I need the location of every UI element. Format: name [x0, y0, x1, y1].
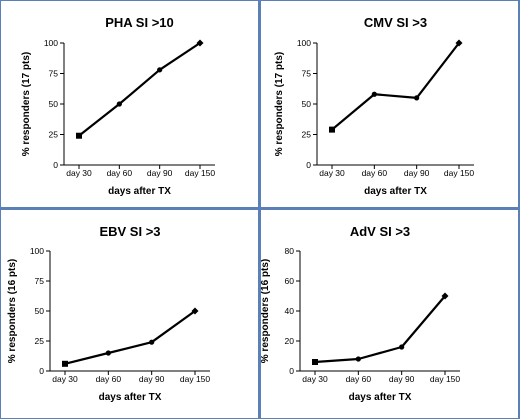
data-point: [329, 126, 335, 133]
data-point: [399, 344, 405, 350]
y-tick-label: 0: [53, 160, 58, 170]
x-tick-label: day 30: [66, 168, 92, 178]
chart-panel-cmv: CMV SI >3 0 25 50 75 100 day 30 day 60 day 90 day…: [261, 1, 518, 207]
x-axis-label: days after TX: [364, 186, 427, 197]
y-axis-label: % responders (16 pts): [7, 259, 18, 363]
x-tick-label: day 90: [389, 374, 415, 384]
y-tick-label: 50: [302, 99, 312, 109]
y-tick-label: 75: [49, 69, 59, 79]
data-point: [116, 101, 122, 107]
chart-svg: PHA SI >10 0 25 50 75 100 day 30 day 60 day 90 da…: [21, 15, 216, 197]
y-tick-label: 75: [302, 69, 312, 79]
y-tick-label: 0: [306, 160, 311, 170]
y-tick-label: 0: [289, 366, 294, 376]
x-tick-label: day 90: [404, 168, 430, 178]
data-point: [191, 307, 199, 315]
chart-title: CMV SI >3: [364, 15, 427, 30]
y-axis-label: % responders (16 pts): [261, 259, 271, 363]
series-line: [314, 295, 446, 364]
y-tick-label: 100: [44, 38, 58, 48]
data-point: [312, 359, 318, 365]
x-tick-label: day 60: [346, 374, 372, 384]
y-tick-label: 25: [302, 130, 312, 140]
data-point: [62, 360, 68, 367]
x-tick-label: day 60: [362, 168, 388, 178]
data-point: [455, 39, 463, 47]
x-tick-label: day 30: [52, 374, 78, 384]
x-tick-label: day 90: [147, 168, 173, 178]
x-tick-label: day 30: [319, 168, 345, 178]
data-point: [196, 39, 204, 47]
data-point: [355, 356, 361, 362]
data-point: [76, 132, 82, 139]
x-tick-label: day 90: [139, 374, 165, 384]
series-line: [64, 310, 196, 365]
data-point: [149, 339, 155, 345]
chart-title: EBV SI >3: [99, 224, 160, 239]
data-point: [157, 67, 163, 73]
data-point: [414, 95, 420, 101]
y-tick-label: 25: [35, 336, 45, 346]
y-axis-label: % responders (17 pts): [21, 52, 32, 156]
chart-title: AdV SI >3: [350, 224, 410, 239]
y-axis-label: % responders (17 pts): [274, 52, 285, 156]
x-tick-label: day 150: [444, 168, 475, 178]
x-tick-label: day 60: [107, 168, 133, 178]
x-tick-label: day 30: [302, 374, 328, 384]
data-point: [371, 91, 377, 97]
data-point: [105, 350, 111, 356]
y-tick-label: 0: [39, 366, 44, 376]
y-tick-label: 50: [49, 99, 59, 109]
series-line: [331, 42, 460, 131]
x-tick-label: day 150: [180, 374, 211, 384]
chart-svg: CMV SI >3 0 25 50 75 100 day 30 day 60 day 90 day…: [274, 15, 475, 197]
y-tick-label: 50: [35, 306, 45, 316]
chart-panel-ebv: EBV SI >3 0 25 50 75 100 day 30 day 60 day 90 day…: [1, 210, 258, 418]
x-tick-label: day 60: [96, 374, 122, 384]
y-tick-label: 75: [35, 276, 45, 286]
y-tick-label: 80: [285, 246, 295, 256]
chart-svg: EBV SI >3 0 25 50 75 100 day 30 day 60 day 90 day…: [7, 224, 211, 403]
data-point: [441, 292, 449, 300]
x-axis-label: days after TX: [99, 392, 162, 403]
series-line: [78, 42, 201, 137]
x-axis-label: days after TX: [349, 392, 412, 403]
y-tick-label: 100: [30, 246, 44, 256]
chart-panel-adv: AdV SI >3 0 20 40 60 80 day 30 day 60 day 90 day …: [261, 210, 518, 418]
x-tick-label: day 150: [430, 374, 461, 384]
y-tick-label: 100: [297, 38, 311, 48]
x-axis-label: days after TX: [108, 186, 171, 197]
y-tick-label: 25: [49, 130, 59, 140]
x-tick-label: day 150: [185, 168, 216, 178]
chart-title: PHA SI >10: [105, 15, 174, 30]
y-tick-label: 20: [285, 336, 295, 346]
y-tick-label: 60: [285, 276, 295, 286]
chart-svg: AdV SI >3 0 20 40 60 80 day 30 day 60 day 90 day …: [261, 224, 461, 403]
chart-panel-pha: PHA SI >10 0 25 50 75 100 day 30 day 60 day 90 da…: [1, 1, 258, 207]
y-tick-label: 40: [285, 306, 295, 316]
